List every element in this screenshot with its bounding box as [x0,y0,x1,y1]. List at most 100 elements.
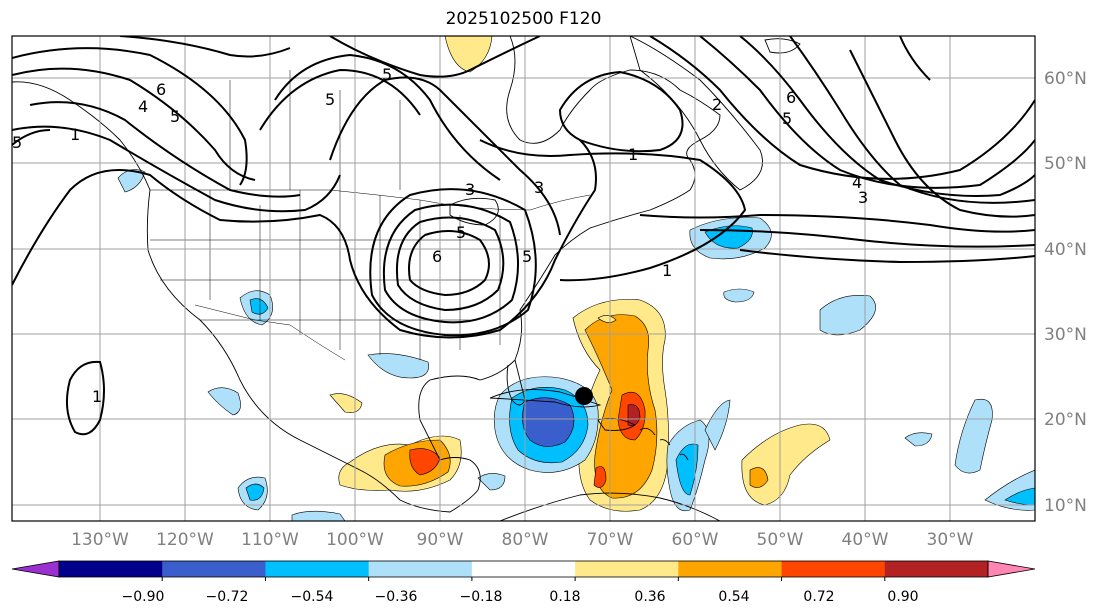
florida [506,359,526,406]
height-contours [12,36,1035,436]
lat-label-30n: 30°N [1044,325,1087,345]
map-frame [11,35,1036,522]
contour-low-ring-3 [382,203,519,324]
anomaly-negative-pacific-south-core [245,483,265,501]
latitude-labels: 60°N 50°N 40°N 30°N 20°N 10°N [1044,69,1087,516]
contour-east-6 [899,36,931,81]
north-america-coast [12,36,721,513]
contour-label: 5 [782,109,792,128]
anomaly-negative-mexico-1-core [249,298,269,315]
anomaly-negative-strip [704,399,731,451]
colorbar-ticks: −0.90 −0.72 −0.54 −0.36 −0.18 0.18 0.36 … [122,589,919,605]
lat-label-50n: 50°N [1044,154,1087,174]
contour-pacific-small [65,360,105,436]
contour-label: 6 [786,88,796,107]
lat-label-60n: 60°N [1044,69,1087,89]
colorbar-swatch [265,561,370,577]
canada-provinces [229,70,401,190]
anomaly-positive-mid-atlantic-core [749,467,769,488]
lon-label-110w: 110°W [241,530,299,550]
us-mexico-border [194,304,346,361]
contour-north-2 [329,36,541,78]
lon-label-80w: 80°W [502,530,549,550]
contour-east-8 [699,229,1035,248]
contour-west-5 [12,129,51,146]
colorbar-tick-label: 0.36 [634,589,665,605]
map-plot-area [12,36,1035,521]
colorbar-tick-label: 0.90 [887,589,918,605]
map-title: 2025102500 F120 [445,9,602,29]
contour-label: 3 [858,188,868,207]
colorbar-tick-label: 0.72 [803,589,834,605]
contour-label: 5 [522,247,532,266]
contour-label: 1 [70,125,80,144]
colorbar-swatches [11,560,1036,581]
colorbar-extend-high [987,560,1036,578]
contour-low-ring-2 [396,216,505,312]
contour-west-4 [12,125,341,213]
anomaly-negative-far-east [954,398,993,474]
storm-center-marker [575,387,593,405]
contour-ridge-1 [274,53,501,181]
contour-west-3 [29,101,301,198]
graticule [12,36,1035,521]
lon-label-100w: 100°W [326,530,384,550]
colorbar-extend-low [11,560,60,578]
anomaly-negative-pacific [207,387,241,416]
contour-east-7 [639,213,1035,233]
colorbar-swatch [368,561,473,577]
contour-labels: 6 4 5 5 5 3 1 2 6 5 4 3 1 5 6 1 3 5 1 5 [12,65,868,406]
anomaly-positive-tongue-south [593,466,607,488]
lon-label-120w: 120°W [156,530,214,550]
lon-label-90w: 90°W [417,530,464,550]
anomaly-positive-top [597,315,617,323]
colorbar-tick-label: −0.90 [122,589,165,605]
contour-label: 4 [138,97,148,116]
cuba [489,389,602,408]
contour-label: 3 [534,178,544,197]
contour-east-4 [789,36,1035,204]
lon-label-50w: 50°W [757,530,804,550]
political-borders [150,70,591,361]
anomaly-negative-subtropical [819,295,876,336]
state-lines [150,190,520,360]
contour-label: 5 [12,133,22,152]
colorbar-swatch [471,561,576,577]
anomaly-negative-bottom [291,510,346,521]
contour-low-ring-1 [408,230,490,297]
hispaniola [597,417,636,431]
anomaly-negative-east-small [904,432,933,447]
contour-greenland-low [558,70,684,153]
contour-ridge-2 [259,68,421,131]
colorbar-swatch [781,561,886,577]
anomaly-negative-yucatan [477,473,506,491]
contour-label: 1 [628,145,638,164]
anomaly-negative-canada [117,169,146,193]
anomaly-positive-central-america-peak [409,448,441,476]
contour-pacific-south [12,139,597,339]
anomaly-negative-southeast-core [1004,487,1035,506]
contour-label: 6 [432,247,442,266]
south-america-coast [499,492,721,521]
contour-trough-west [12,47,248,186]
longitude-labels: 130°W 120°W 110°W 100°W 90°W 80°W 70°W 6… [71,530,974,550]
lon-label-70w: 70°W [587,530,634,550]
contour-label: 1 [662,261,672,280]
colorbar-tick-label: 0.54 [718,589,749,605]
contour-label: 6 [156,80,166,99]
colorbar-swatch [162,561,266,577]
anomaly-positive-tongue-max [627,404,641,426]
contour-label: 5 [170,107,180,126]
colorbar-swatch [884,561,989,577]
anomaly-negative-small [723,288,755,303]
contour-east-3 [739,36,1035,197]
anomaly-positive-gulf [329,393,363,413]
lon-label-30w: 30°W [927,530,974,550]
contour-west-2 [12,67,256,181]
contour-1-main [479,139,747,282]
colorbar-frame [58,560,989,578]
contour-label: 5 [456,223,466,242]
colorbar-tick-label: −0.18 [460,589,503,605]
